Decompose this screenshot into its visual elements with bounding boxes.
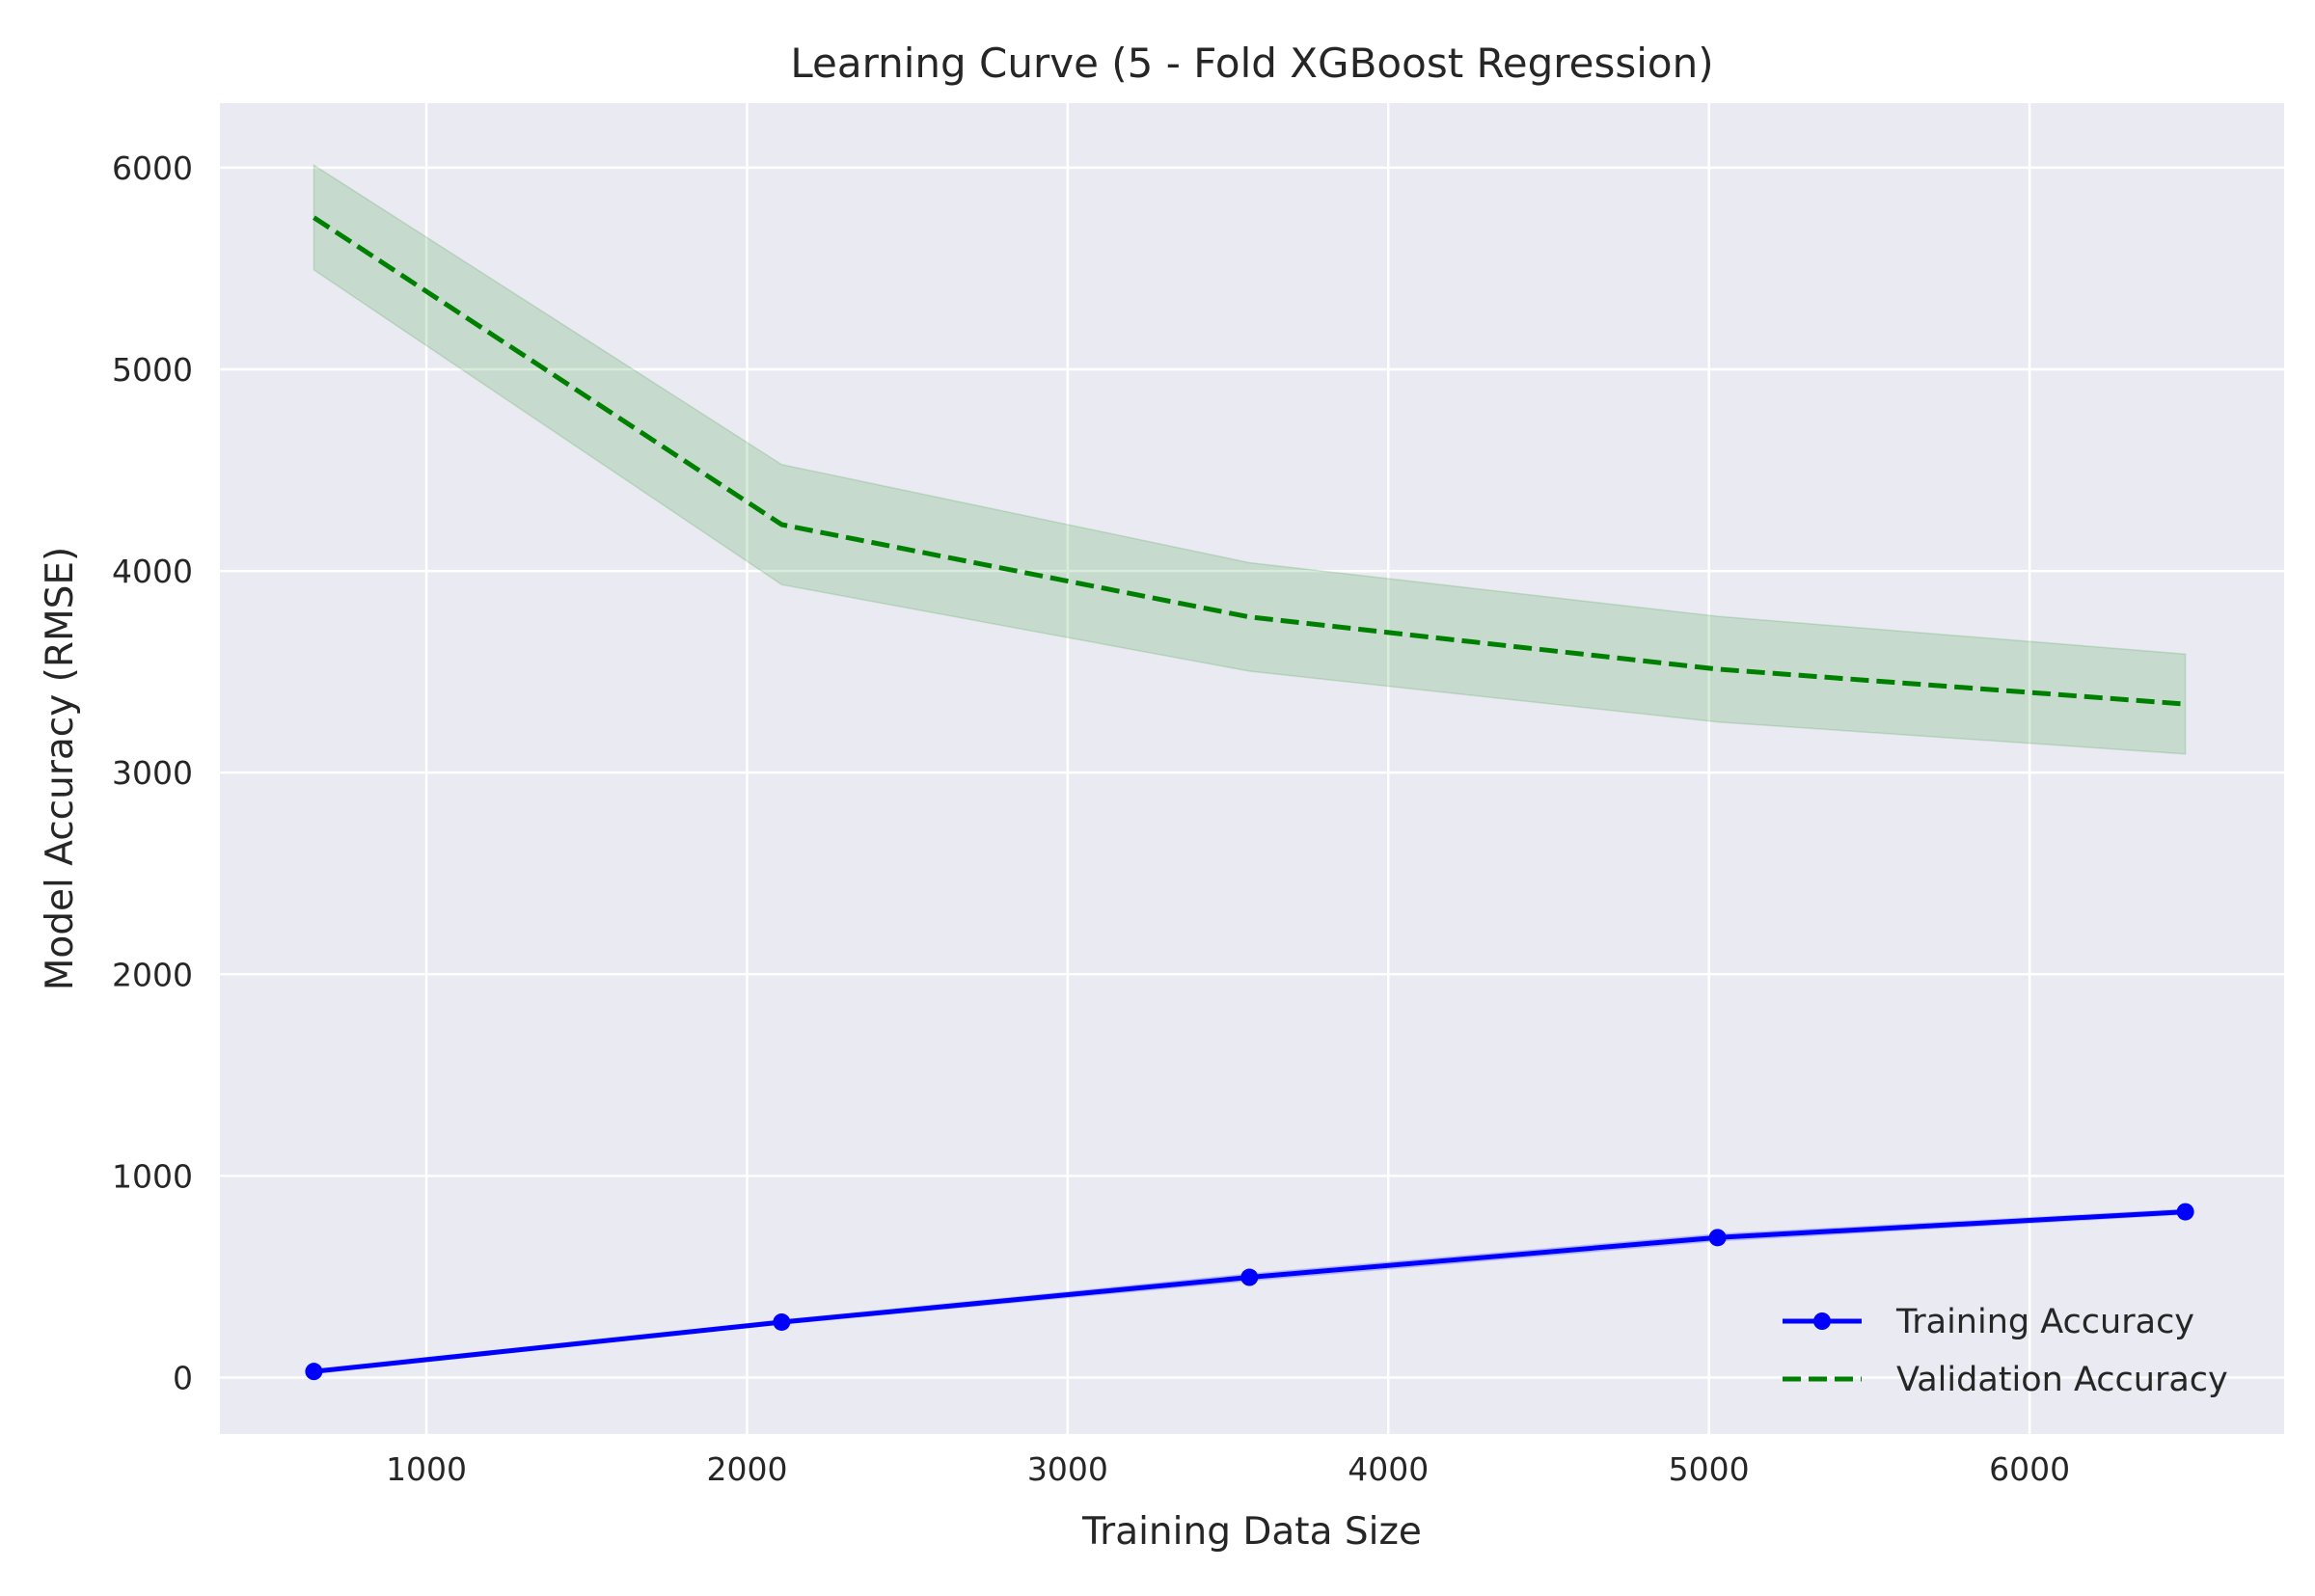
y-tick-label: 6000 [112, 149, 193, 187]
y-tick-label: 1000 [112, 1157, 193, 1195]
x-tick-label: 6000 [1989, 1450, 2070, 1488]
data-point-training [1708, 1229, 1727, 1247]
legend: Training Accuracy Validation Accuracy [1783, 1303, 2228, 1399]
y-tick-label: 5000 [112, 351, 193, 389]
chart-title: Learning Curve (5 - Fold XGBoost Regress… [790, 40, 1713, 87]
data-point-training [773, 1312, 791, 1331]
x-tick-label: 2000 [706, 1450, 787, 1488]
legend-marker-training [1813, 1312, 1831, 1330]
series-line-validation [313, 215, 2186, 707]
legend-label-training: Training Accuracy [1895, 1303, 2194, 1341]
x-axis-label: Training Data Size [1081, 1510, 1422, 1554]
data-point-training [1240, 1268, 1259, 1286]
data-point-training [305, 1363, 323, 1381]
x-tick-labels: 1000 2000 3000 4000 5000 6000 [386, 1450, 2070, 1488]
y-tick-label: 2000 [112, 956, 193, 993]
plot-background [220, 103, 2284, 1434]
y-axis-label: Model Accuracy (RMSE) [39, 547, 82, 991]
x-tick-label: 3000 [1027, 1450, 1108, 1488]
legend-label-validation: Validation Accuracy [1896, 1361, 2228, 1399]
y-tick-labels: 0 1000 2000 3000 4000 5000 6000 [112, 149, 193, 1397]
confidence-band-validation [313, 163, 2187, 755]
x-tick-label: 4000 [1348, 1450, 1429, 1488]
y-tick-label: 3000 [112, 754, 193, 792]
y-tick-label: 4000 [112, 553, 193, 590]
line-layer [305, 215, 2194, 1381]
x-tick-label: 5000 [1669, 1450, 1750, 1488]
x-tick-label: 1000 [386, 1450, 467, 1488]
grid-layer [220, 103, 2284, 1434]
y-tick-label: 0 [173, 1359, 193, 1396]
data-point-training [2176, 1203, 2194, 1221]
